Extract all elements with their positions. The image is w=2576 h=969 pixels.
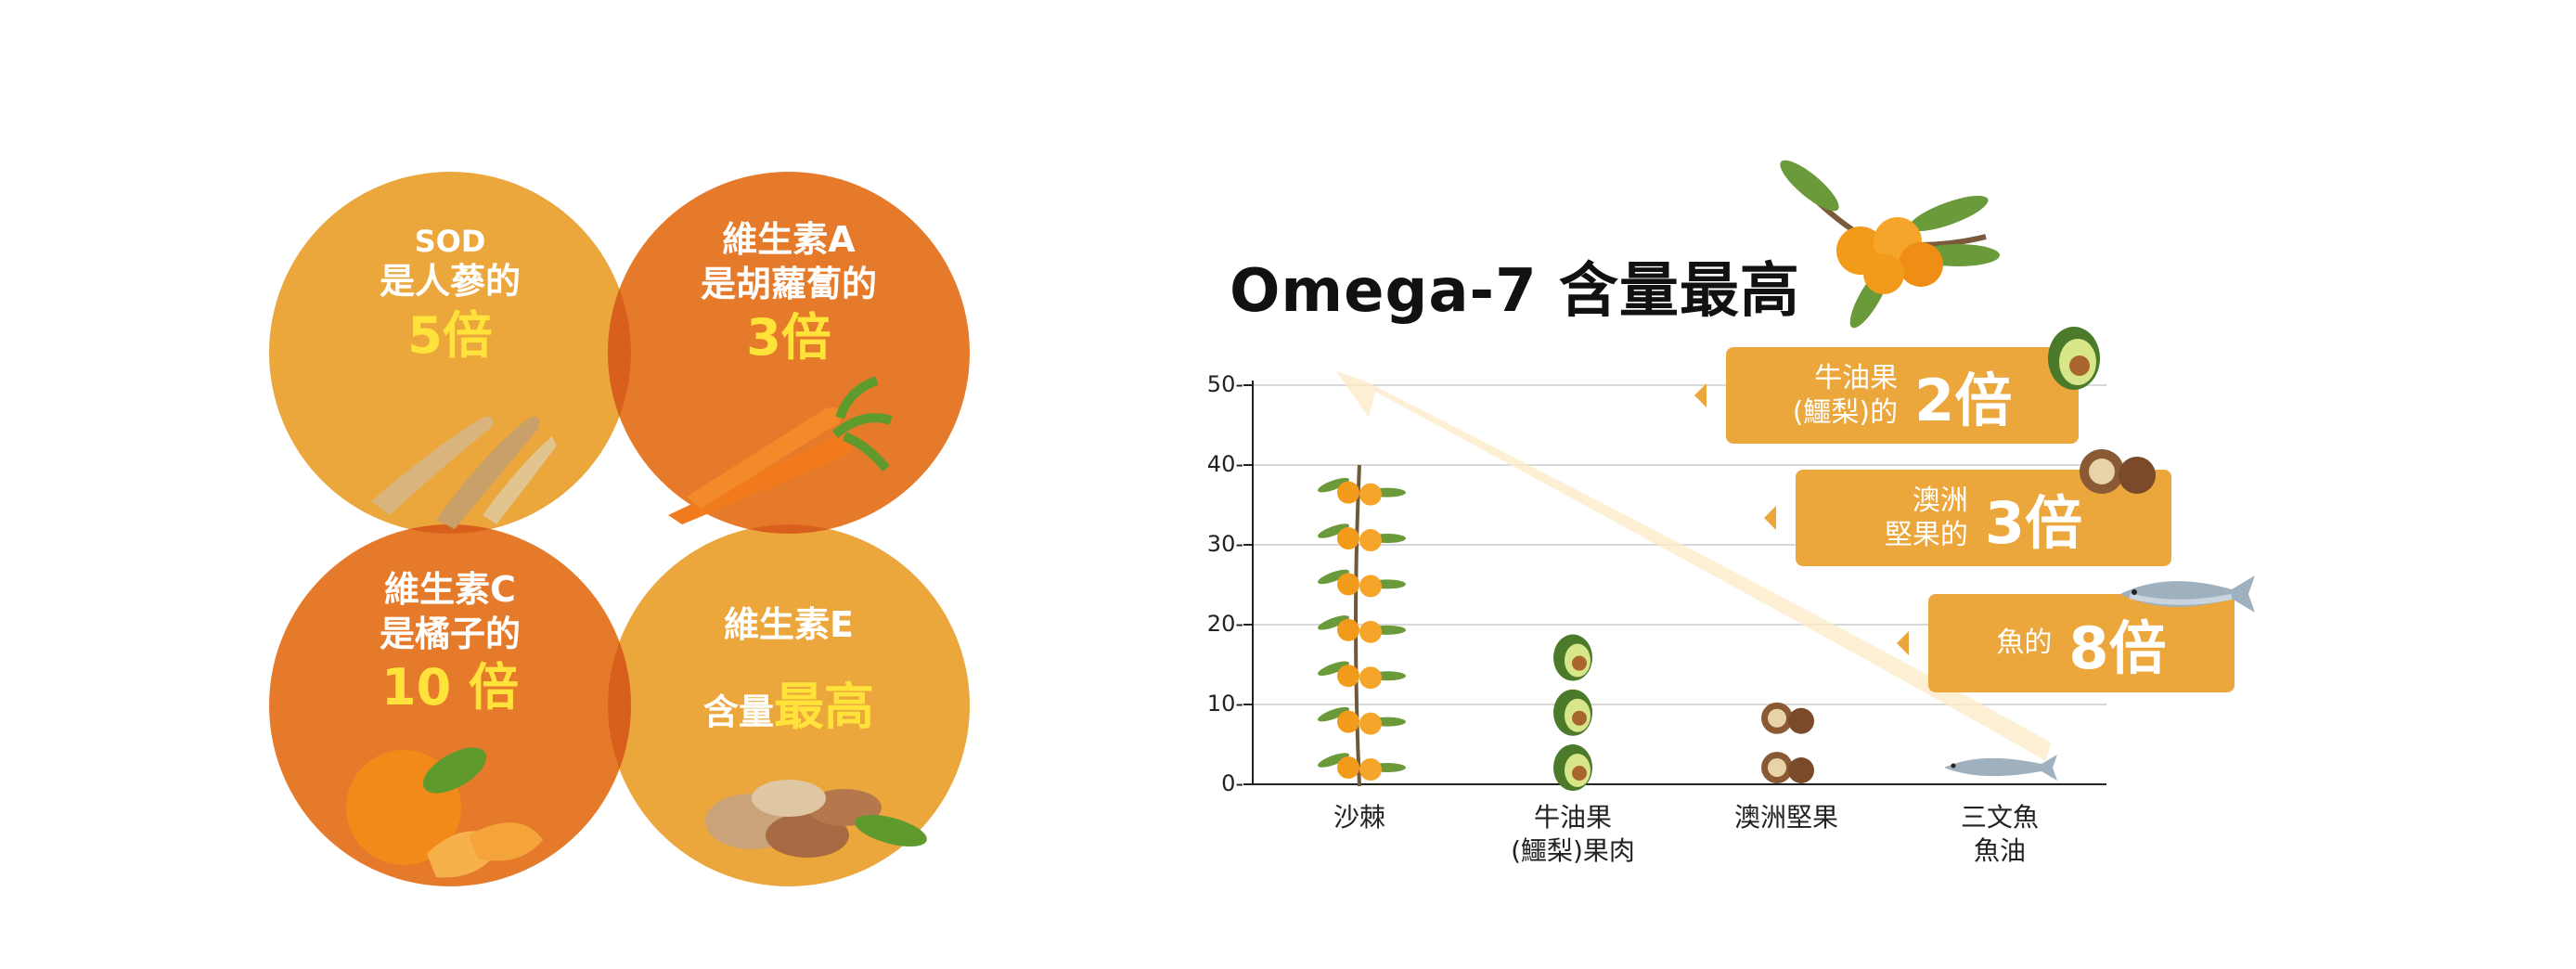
nuts-icon	[705, 780, 927, 858]
y-tick-label: 20-	[1206, 611, 1243, 637]
bar-salmon	[1944, 755, 2057, 781]
chart-title-row: Omega-7 含量最高	[1230, 243, 1800, 326]
x-tick-label: 沙棘	[1267, 801, 1452, 834]
nutrient-circles: SOD 是人蔘的 5倍 維生素A 是胡蘿蔔的 3倍 維生素C 是橘子的 10 倍…	[0, 0, 1021, 969]
circle-highlight: 最高	[774, 677, 874, 736]
y-tick-label: 40-	[1206, 451, 1243, 477]
mandarin-icon	[346, 747, 543, 878]
callout-value: 8倍	[2068, 614, 2167, 682]
macadamia-icon	[2080, 449, 2156, 494]
circle-prefix: 含量	[702, 691, 774, 732]
y-tick-label: 0-	[1221, 770, 1243, 796]
x-tick-label-line: 沙棘	[1333, 802, 1385, 833]
circle-line: 維生素C	[384, 569, 516, 610]
sea-buckthorn-branch-icon	[1780, 160, 2000, 329]
x-tick-label-line: 牛油果	[1533, 802, 1612, 833]
circle-sod-text: SOD 是人蔘的 5倍	[329, 223, 571, 367]
ginseng-icon	[371, 416, 557, 529]
callout-salmon: 魚的 8倍	[1897, 594, 2235, 692]
y-tick-label: 10-	[1206, 691, 1243, 717]
circle-sod	[269, 172, 631, 534]
callout-macadamia: 澳洲 堅果的 3倍	[1764, 470, 2171, 566]
bar-avocado	[1553, 634, 1592, 791]
circle-highlight: 3倍	[746, 308, 831, 367]
callout-value: 3倍	[1984, 489, 2083, 557]
circle-vitamin-e-text: 維生素E 含量最高	[668, 603, 909, 738]
carrot-icon	[668, 376, 893, 524]
x-tick-label-line: 三文魚	[1960, 802, 2039, 833]
x-tick-label-line: 魚油	[1973, 835, 2026, 867]
salmon-icon	[2120, 575, 2255, 613]
callout-caption: (鱷梨)的	[1792, 396, 1899, 429]
omega7-chart: 0- 10- 20- 30- 40- 50- 沙棘 牛油果 (鱷梨)果肉 澳洲堅果 三文魚 魚油 牛…	[1169, 327, 2561, 928]
callout-caption: 魚的	[1996, 627, 2053, 660]
bar-macadamia	[1761, 702, 1814, 783]
circle-line: 是人蔘的	[379, 261, 521, 302]
callout-caption: 澳洲	[1912, 484, 1968, 517]
x-tick-label-line: 澳洲堅果	[1733, 802, 1838, 833]
x-tick-label: 澳洲堅果	[1694, 801, 1879, 834]
circle-line: 是橘子的	[379, 613, 521, 654]
circle-vitamin-a-text: 維生素A 是胡蘿蔔的 3倍	[668, 218, 909, 369]
callout-caption: 牛油果	[1814, 361, 1899, 394]
y-tick-label: 30-	[1206, 531, 1243, 557]
callout-avocado: 牛油果 (鱷梨)的 2倍	[1694, 347, 2079, 444]
axis-layer	[1243, 381, 2106, 785]
trend-arrow	[1336, 371, 2051, 761]
circle-line: 維生素E	[724, 604, 854, 645]
callout-value: 2倍	[1914, 367, 2013, 434]
chart-title: Omega-7 含量最高	[1230, 257, 1800, 326]
circle-line: 是胡蘿蔔的	[700, 263, 877, 304]
circle-vitamin-a	[608, 172, 970, 534]
x-tick-label: 三文魚 魚油	[1907, 801, 2093, 869]
bar-layer	[1317, 464, 2057, 791]
callout-caption: 堅果的	[1884, 519, 1968, 551]
x-tick-label: 牛油果 (鱷梨)果肉	[1480, 801, 1666, 869]
bar-seabuckthorn	[1317, 464, 1406, 787]
y-tick-label: 50-	[1206, 371, 1243, 397]
circle-line: SOD	[414, 224, 486, 259]
circle-highlight: 10 倍	[381, 658, 519, 717]
circle-line: 維生素A	[722, 219, 856, 260]
x-tick-label-line: (鱷梨)果肉	[1511, 835, 1635, 867]
circle-vitamin-e	[608, 524, 970, 886]
circle-vitamin-c-text: 維生素C 是橘子的 10 倍	[329, 568, 571, 719]
avocado-icon	[2048, 327, 2100, 390]
circle-highlight: 5倍	[407, 305, 493, 365]
